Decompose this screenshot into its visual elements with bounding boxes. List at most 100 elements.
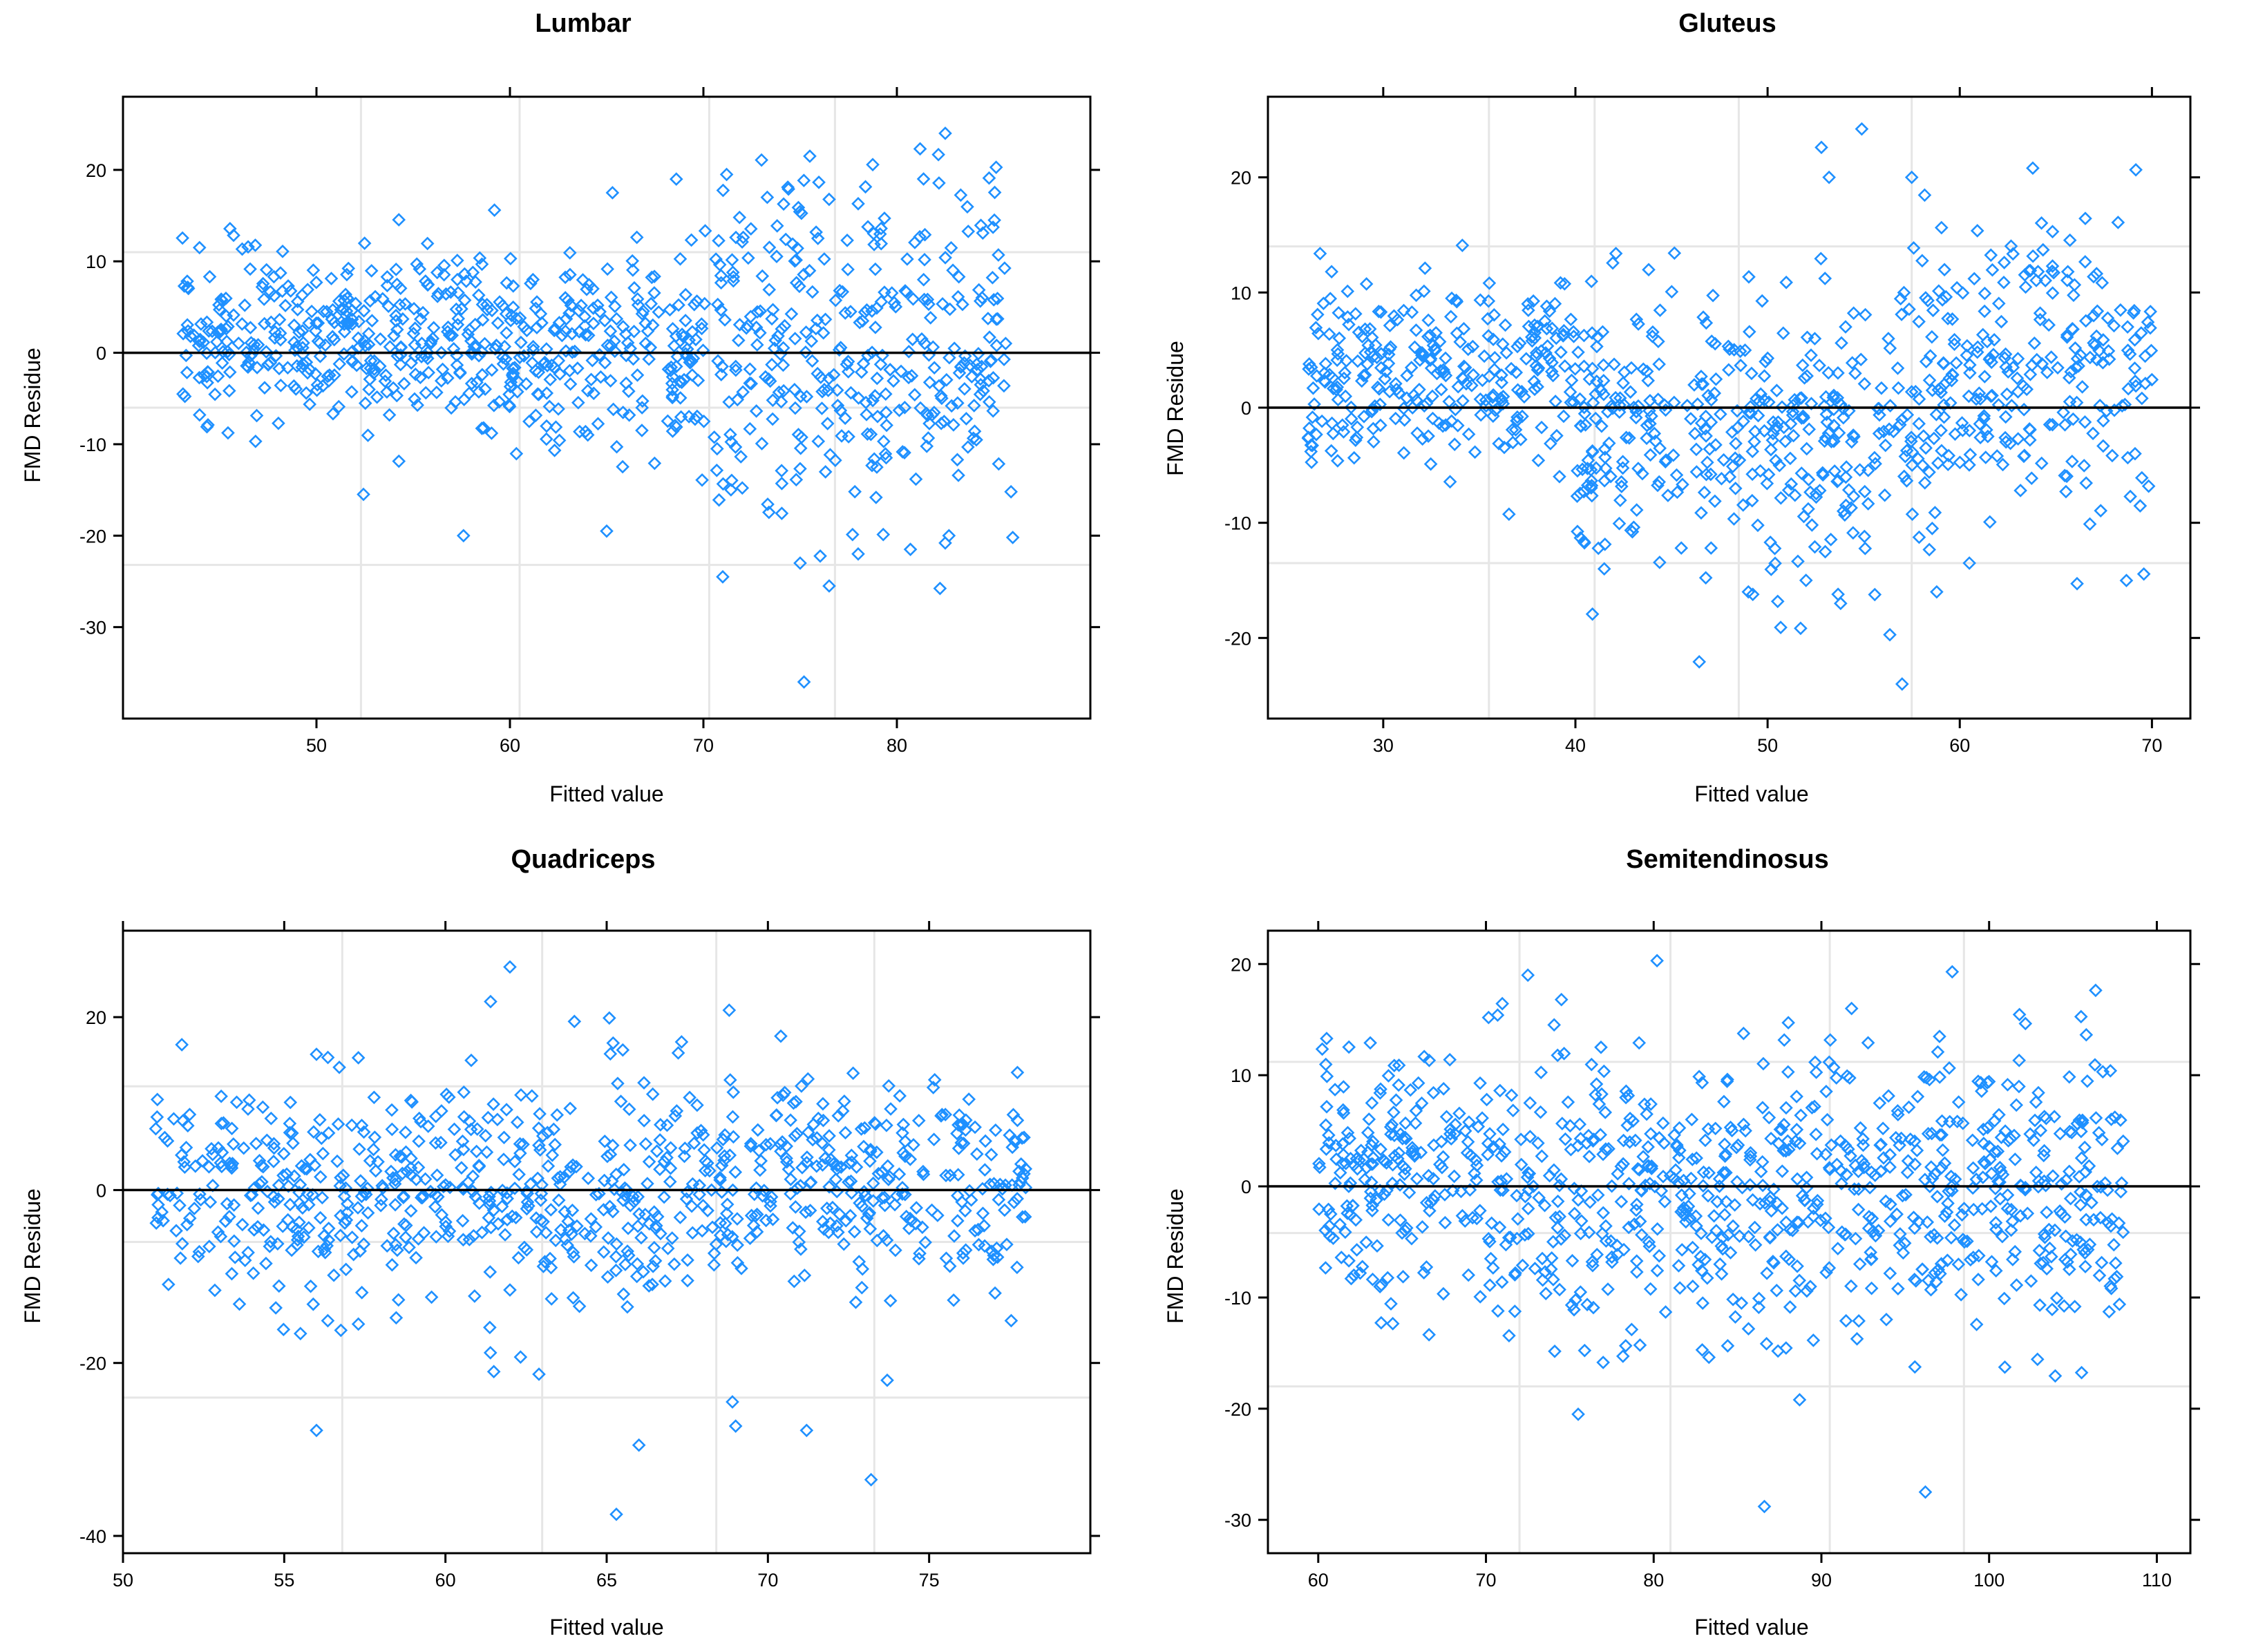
scatter-point — [1312, 1202, 1326, 1216]
scatter-point — [480, 1145, 494, 1159]
scatter-point — [724, 435, 739, 449]
scatter-point — [487, 398, 501, 412]
scatter-point — [815, 1215, 830, 1228]
scatter-point — [412, 1111, 426, 1126]
scatter-point — [1725, 459, 1740, 473]
scatter-point — [514, 335, 528, 350]
scatter-point — [439, 1088, 453, 1101]
scatter-point — [1309, 369, 1324, 383]
scatter-point — [1367, 435, 1381, 449]
scatter-point — [1438, 1188, 1452, 1202]
scatter-point — [815, 1136, 829, 1150]
scatter-point — [974, 372, 987, 386]
scatter-point — [1379, 1156, 1394, 1170]
x-tick-label: 50 — [306, 735, 327, 756]
scatter-point — [1924, 1282, 1938, 1297]
scatter-point — [1544, 1262, 1558, 1276]
scatter-point — [2067, 278, 2082, 292]
scatter-point — [857, 1139, 871, 1154]
scatter-point — [1365, 1198, 1380, 1213]
scatter-point — [1822, 170, 1836, 184]
scatter-point — [1553, 276, 1568, 290]
scatter-point — [1779, 1341, 1793, 1355]
scatter-point — [367, 1090, 381, 1105]
scatter-point — [1616, 1157, 1631, 1171]
scatter-point — [1446, 1184, 1460, 1198]
scatter-point — [1548, 296, 1562, 311]
scatter-point — [1320, 1070, 1334, 1083]
scatter-point — [1481, 1232, 1496, 1246]
scatter-point — [2069, 361, 2083, 374]
scatter-point — [1967, 1251, 1980, 1264]
scatter-point — [529, 363, 543, 378]
scatter-point — [1473, 1290, 1488, 1304]
scatter-point — [2063, 233, 2077, 247]
scatter-point — [2078, 415, 2092, 429]
scatter-point — [1358, 346, 1372, 360]
x-tick-label: 70 — [2141, 735, 2162, 756]
scatter-point — [2011, 352, 2025, 365]
scatter-point — [1685, 1112, 1699, 1127]
scatter-point — [819, 1202, 834, 1215]
scatter-point — [1998, 410, 2013, 424]
scatter-point — [1912, 530, 1926, 544]
scatter-point — [889, 1243, 902, 1257]
scatter-point — [644, 296, 658, 311]
scatter-point — [503, 379, 518, 394]
scatter-point — [1492, 437, 1506, 450]
scatter-point — [1555, 1117, 1569, 1130]
scatter-point — [182, 1211, 197, 1226]
scatter-point — [1865, 1211, 1879, 1226]
scatter-point — [817, 1222, 831, 1236]
scatter-point — [380, 269, 395, 284]
scatter-point — [390, 277, 404, 292]
scatter-point — [321, 374, 336, 388]
scatter-point — [828, 293, 843, 307]
scatter-point — [2033, 1298, 2047, 1312]
scatter-point — [1921, 1127, 1935, 1141]
scatter-point — [1419, 1195, 1434, 1210]
scatter-point — [244, 336, 258, 350]
scatter-point — [1448, 437, 1462, 451]
scatter-point — [1973, 1076, 1988, 1090]
scatter-point — [726, 1110, 740, 1124]
scatter-point — [276, 1168, 290, 1183]
scatter-point — [1617, 365, 1631, 379]
scatter-point — [838, 411, 853, 426]
scatter-point — [399, 1218, 413, 1233]
scatter-point — [513, 1137, 527, 1151]
scatter-point — [931, 1208, 945, 1222]
scatter-point — [1931, 1045, 1945, 1059]
scatter-point — [1483, 1278, 1497, 1292]
scatter-point — [1696, 1179, 1710, 1193]
scatter-point — [392, 454, 406, 468]
scatter-point — [997, 379, 1011, 393]
scatter-point — [1318, 357, 1333, 371]
scatter-point — [1790, 1215, 1804, 1229]
scatter-point — [478, 1128, 493, 1143]
scatter-point — [1421, 1168, 1436, 1183]
scatter-point — [1893, 417, 1907, 432]
scatter-point — [947, 1229, 961, 1243]
scatter-point — [1915, 1262, 1930, 1276]
scatter-point — [1971, 340, 1985, 354]
scatter-point — [608, 299, 622, 314]
scatter-point — [1718, 1208, 1732, 1222]
scatter-point — [214, 1089, 228, 1103]
scatter-point — [2088, 1058, 2102, 1072]
scatter-point — [1461, 427, 1476, 442]
scatter-point — [1652, 1131, 1667, 1145]
scatter-point — [500, 1103, 513, 1117]
scatter-point — [243, 349, 258, 363]
scatter-point — [1933, 1029, 1946, 1043]
scatter-point — [2054, 1177, 2069, 1191]
scatter-point — [584, 372, 598, 387]
scatter-point — [2037, 1227, 2051, 1241]
scatter-point — [2051, 361, 2065, 375]
scatter-point — [2007, 1128, 2021, 1143]
scatter-point — [1510, 1188, 1524, 1203]
scatter-point — [1918, 1172, 1932, 1187]
scatter-point — [1330, 343, 1345, 357]
scatter-point — [544, 1260, 558, 1275]
scatter-point — [988, 1286, 1002, 1300]
